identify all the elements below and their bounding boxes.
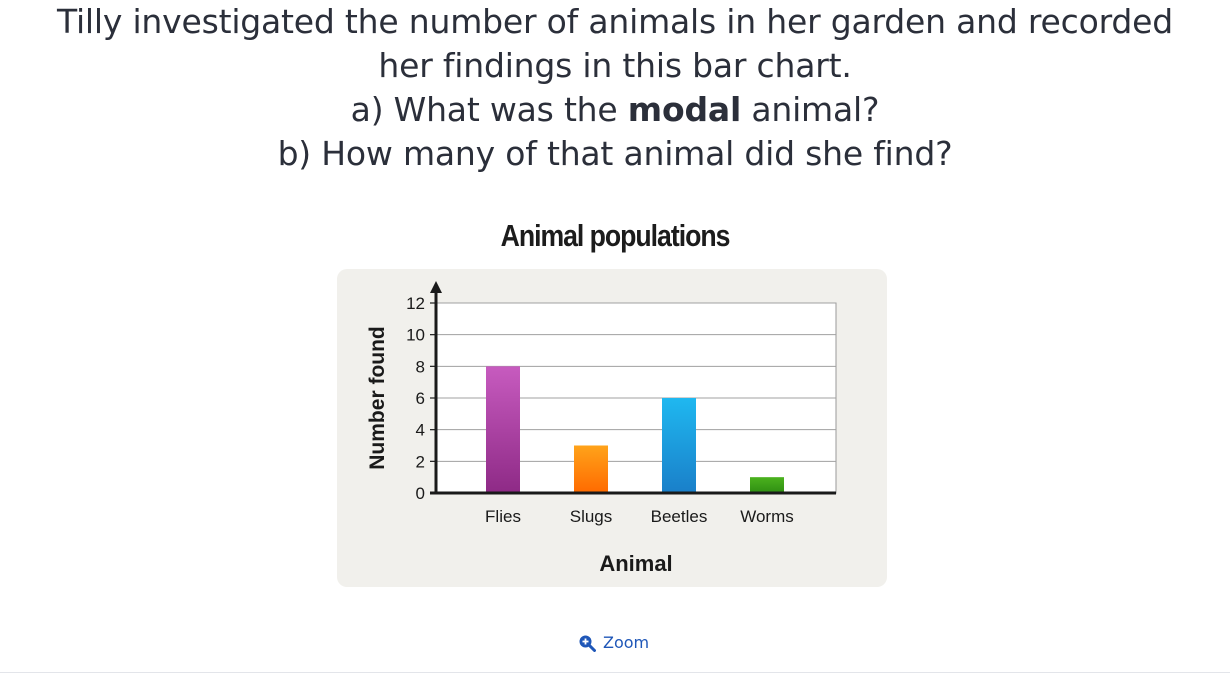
- question-line-3: a) What was the modal animal?: [0, 88, 1230, 132]
- y-tick-label: 0: [416, 484, 425, 503]
- question-part-a-suffix: animal?: [741, 90, 880, 129]
- bar-worms: [750, 477, 784, 493]
- question-emphasis-modal: modal: [627, 90, 742, 129]
- question-line-4: b) How many of that animal did she find?: [277, 134, 953, 173]
- zoom-label: Zoom: [603, 633, 650, 652]
- x-tick-label: Worms: [740, 507, 794, 526]
- x-tick-label: Slugs: [570, 507, 613, 526]
- y-tick-label: 2: [416, 452, 425, 471]
- zoom-button[interactable]: Zoom: [578, 633, 649, 652]
- question-line-2: her findings in this bar chart.: [378, 46, 852, 85]
- x-tick-label: Beetles: [651, 507, 708, 526]
- question-line-1: Tilly investigated the number of animals…: [57, 2, 1173, 41]
- bar-chart: 0 2 4 6 8 10 12 Flies Slugs Beetles Worms Animal Num…: [366, 281, 837, 576]
- y-tick-label: 10: [406, 326, 425, 345]
- chart-panel: 0 2 4 6 8 10 12 Flies Slugs Beetles Worms Animal Num…: [337, 269, 887, 587]
- question-part-a-prefix: a) What was the: [350, 90, 628, 129]
- bottom-divider: [0, 672, 1230, 673]
- y-axis-arrow: [430, 281, 442, 293]
- zoom-in-icon: [579, 635, 596, 652]
- bar-beetles: [662, 398, 696, 493]
- y-tick-label: 6: [416, 389, 425, 408]
- bar-flies: [486, 366, 520, 493]
- x-tick-label: Flies: [485, 507, 521, 526]
- chart-title: Animal populations: [500, 218, 731, 253]
- y-tick-label: 8: [416, 357, 425, 376]
- y-tick-label: 4: [416, 421, 425, 440]
- question-text: Tilly investigated the number of animals…: [0, 0, 1230, 176]
- bar-slugs: [574, 445, 608, 493]
- x-axis-title: Animal: [599, 551, 672, 576]
- y-tick-label: 12: [406, 294, 425, 313]
- y-axis-title: Number found: [366, 326, 389, 469]
